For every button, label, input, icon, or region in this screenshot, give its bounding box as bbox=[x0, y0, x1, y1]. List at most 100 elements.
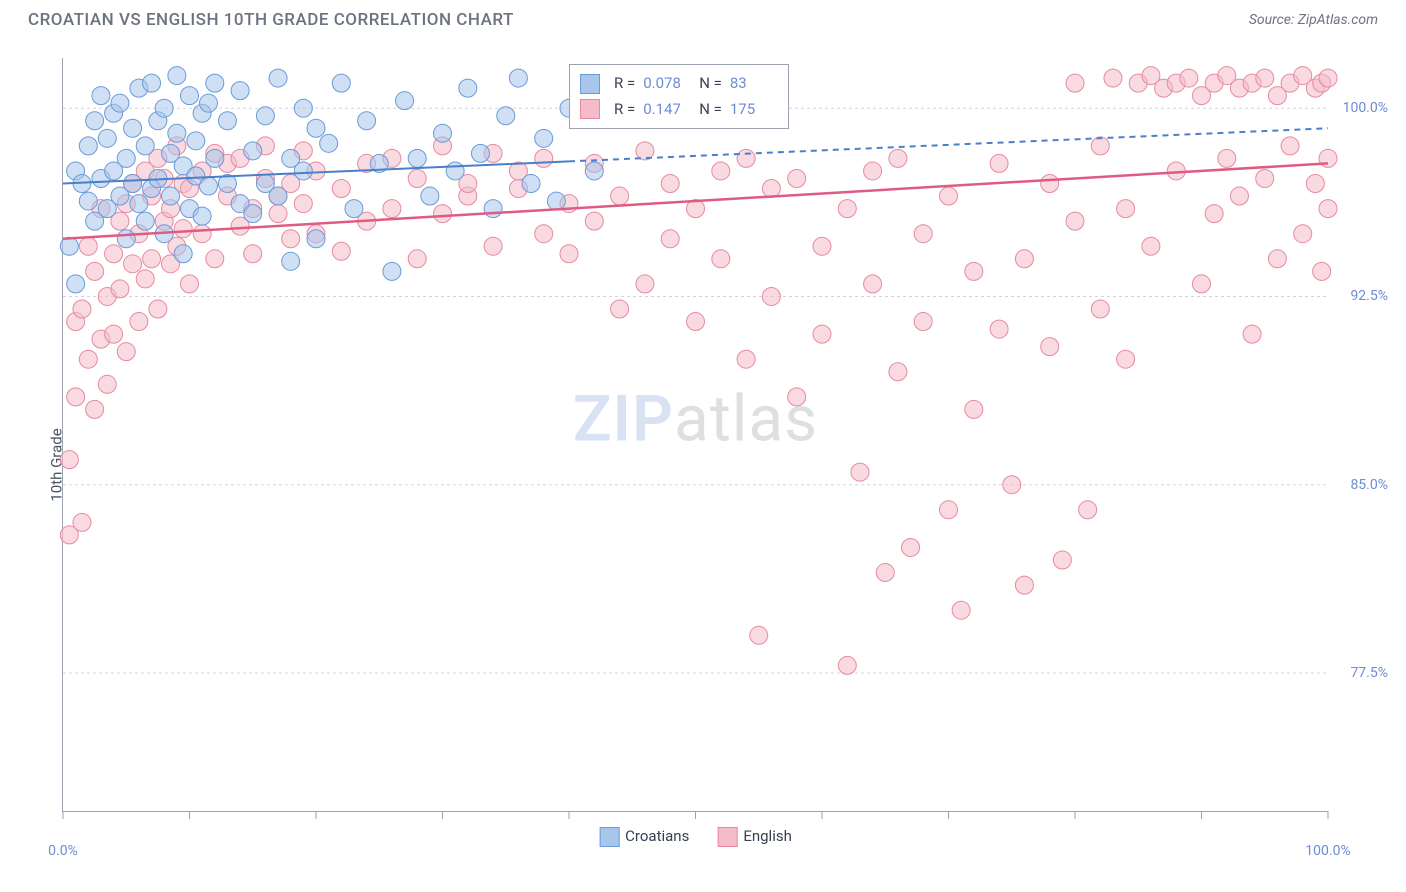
data-point[interactable] bbox=[762, 287, 780, 305]
data-point[interactable] bbox=[294, 195, 312, 213]
data-point[interactable] bbox=[269, 187, 287, 205]
data-point[interactable] bbox=[1319, 69, 1337, 87]
data-point[interactable] bbox=[307, 119, 325, 137]
data-point[interactable] bbox=[636, 275, 654, 293]
data-point[interactable] bbox=[1243, 325, 1261, 343]
data-point[interactable] bbox=[256, 107, 274, 125]
data-point[interactable] bbox=[497, 107, 515, 125]
data-point[interactable] bbox=[585, 212, 603, 230]
data-point[interactable] bbox=[1230, 187, 1248, 205]
data-point[interactable] bbox=[269, 205, 287, 223]
data-point[interactable] bbox=[914, 225, 932, 243]
data-point[interactable] bbox=[902, 538, 920, 556]
data-point[interactable] bbox=[187, 132, 205, 150]
data-point[interactable] bbox=[446, 162, 464, 180]
data-point[interactable] bbox=[876, 564, 894, 582]
data-point[interactable] bbox=[124, 175, 142, 193]
data-point[interactable] bbox=[79, 137, 97, 155]
data-point[interactable] bbox=[124, 255, 142, 273]
data-point[interactable] bbox=[73, 300, 91, 318]
data-point[interactable] bbox=[864, 162, 882, 180]
data-point[interactable] bbox=[712, 162, 730, 180]
data-point[interactable] bbox=[1256, 69, 1274, 87]
data-point[interactable] bbox=[813, 325, 831, 343]
data-point[interactable] bbox=[1193, 275, 1211, 293]
data-point[interactable] bbox=[585, 162, 603, 180]
data-point[interactable] bbox=[838, 200, 856, 218]
data-point[interactable] bbox=[383, 262, 401, 280]
data-point[interactable] bbox=[345, 200, 363, 218]
data-point[interactable] bbox=[79, 192, 97, 210]
data-point[interactable] bbox=[1066, 212, 1084, 230]
data-point[interactable] bbox=[149, 300, 167, 318]
data-point[interactable] bbox=[1117, 200, 1135, 218]
data-point[interactable] bbox=[136, 212, 154, 230]
data-point[interactable] bbox=[1053, 551, 1071, 569]
data-point[interactable] bbox=[1015, 576, 1033, 594]
data-point[interactable] bbox=[434, 124, 452, 142]
data-point[interactable] bbox=[788, 169, 806, 187]
data-point[interactable] bbox=[535, 149, 553, 167]
data-point[interactable] bbox=[181, 275, 199, 293]
data-point[interactable] bbox=[611, 300, 629, 318]
data-point[interactable] bbox=[813, 237, 831, 255]
data-point[interactable] bbox=[990, 154, 1008, 172]
data-point[interactable] bbox=[358, 112, 376, 130]
data-point[interactable] bbox=[560, 245, 578, 263]
data-point[interactable] bbox=[282, 252, 300, 270]
data-point[interactable] bbox=[117, 230, 135, 248]
data-point[interactable] bbox=[143, 74, 161, 92]
data-point[interactable] bbox=[1104, 69, 1122, 87]
data-point[interactable] bbox=[67, 388, 85, 406]
data-point[interactable] bbox=[1306, 175, 1324, 193]
data-point[interactable] bbox=[1079, 501, 1097, 519]
data-point[interactable] bbox=[661, 230, 679, 248]
data-point[interactable] bbox=[712, 250, 730, 268]
data-point[interactable] bbox=[408, 149, 426, 167]
legend-item[interactable]: Croatians bbox=[599, 827, 689, 847]
data-point[interactable] bbox=[737, 350, 755, 368]
data-point[interactable] bbox=[79, 237, 97, 255]
data-point[interactable] bbox=[193, 225, 211, 243]
data-point[interactable] bbox=[737, 149, 755, 167]
data-point[interactable] bbox=[535, 129, 553, 147]
data-point[interactable] bbox=[434, 205, 452, 223]
data-point[interactable] bbox=[535, 225, 553, 243]
data-point[interactable] bbox=[231, 82, 249, 100]
data-point[interactable] bbox=[320, 134, 338, 152]
data-point[interactable] bbox=[294, 99, 312, 117]
data-point[interactable] bbox=[143, 250, 161, 268]
data-point[interactable] bbox=[864, 275, 882, 293]
data-point[interactable] bbox=[60, 451, 78, 469]
data-point[interactable] bbox=[111, 94, 129, 112]
data-point[interactable] bbox=[1205, 205, 1223, 223]
data-point[interactable] bbox=[1256, 169, 1274, 187]
data-point[interactable] bbox=[990, 320, 1008, 338]
data-point[interactable] bbox=[181, 87, 199, 105]
data-point[interactable] bbox=[661, 175, 679, 193]
data-point[interactable] bbox=[199, 94, 217, 112]
data-point[interactable] bbox=[1142, 237, 1160, 255]
data-point[interactable] bbox=[105, 245, 123, 263]
data-point[interactable] bbox=[547, 192, 565, 210]
data-point[interactable] bbox=[168, 124, 186, 142]
data-point[interactable] bbox=[838, 656, 856, 674]
data-point[interactable] bbox=[459, 79, 477, 97]
data-point[interactable] bbox=[282, 230, 300, 248]
data-point[interactable] bbox=[611, 187, 629, 205]
data-point[interactable] bbox=[851, 463, 869, 481]
data-point[interactable] bbox=[408, 250, 426, 268]
legend-item[interactable]: English bbox=[717, 827, 792, 847]
data-point[interactable] bbox=[206, 74, 224, 92]
data-point[interactable] bbox=[105, 325, 123, 343]
data-point[interactable] bbox=[788, 388, 806, 406]
data-point[interactable] bbox=[86, 400, 104, 418]
data-point[interactable] bbox=[750, 626, 768, 644]
data-point[interactable] bbox=[79, 350, 97, 368]
data-point[interactable] bbox=[687, 313, 705, 331]
data-point[interactable] bbox=[155, 99, 173, 117]
data-point[interactable] bbox=[130, 195, 148, 213]
data-point[interactable] bbox=[1313, 262, 1331, 280]
data-point[interactable] bbox=[1041, 338, 1059, 356]
data-point[interactable] bbox=[136, 137, 154, 155]
